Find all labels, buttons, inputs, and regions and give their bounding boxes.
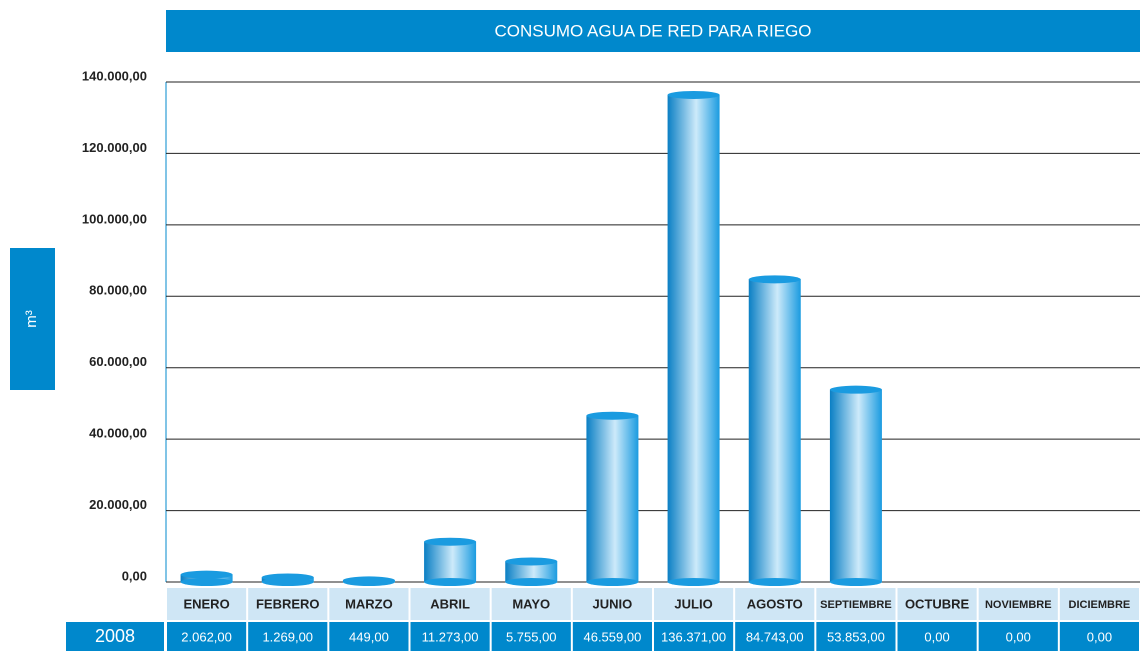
x-tick-label: ABRIL <box>430 596 470 611</box>
value-label: 136.371,00 <box>661 629 726 644</box>
y-tick-label: 0,00 <box>122 568 147 583</box>
value-cell <box>248 622 328 651</box>
bar-top <box>342 576 395 585</box>
value-label: 11.273,00 <box>422 629 479 644</box>
bar-body <box>667 94 720 582</box>
y-tick-label: 120.000,00 <box>82 140 147 155</box>
bar-top <box>748 275 801 284</box>
x-tick-label: FEBRERO <box>256 596 320 611</box>
value-label: 53.853,00 <box>827 629 885 644</box>
bar-top <box>424 537 477 546</box>
bar-body <box>586 415 639 582</box>
bar <box>829 385 882 586</box>
x-tick-label: JULIO <box>674 596 712 611</box>
value-label: 1.269,00 <box>262 629 313 644</box>
x-tick-label: MAYO <box>512 596 550 611</box>
category-cell <box>735 588 815 620</box>
y-label-box <box>10 248 55 390</box>
x-tick-label: AGOSTO <box>747 596 803 611</box>
x-tick-label: ENERO <box>183 596 229 611</box>
value-cell <box>1059 622 1139 651</box>
value-label: 449,00 <box>349 629 389 644</box>
category-cell <box>491 588 571 620</box>
category-cell <box>1059 588 1139 620</box>
category-cell <box>572 588 652 620</box>
x-tick-label: JUNIO <box>593 596 633 611</box>
bar-top <box>586 411 639 420</box>
bar <box>748 275 801 586</box>
bar-bottom <box>424 578 477 586</box>
category-cell <box>167 588 247 620</box>
value-label: 5.755,00 <box>506 629 557 644</box>
bar <box>180 570 233 586</box>
value-label: 2.062,00 <box>181 629 232 644</box>
x-tick-label: NOVIEMBRE <box>985 599 1052 611</box>
x-tick-label: SEPTIEMBRE <box>820 599 892 611</box>
y-tick-label: 140.000,00 <box>82 68 147 83</box>
x-tick-label: OCTUBRE <box>905 596 970 611</box>
value-cell <box>329 622 409 651</box>
bar-top <box>667 90 720 99</box>
series-name: 2008 <box>95 626 135 646</box>
bar <box>424 537 477 586</box>
bar-body <box>424 541 477 582</box>
bar-bottom <box>586 578 639 586</box>
value-label: 46.559,00 <box>583 629 641 644</box>
category-cell <box>654 588 734 620</box>
bar-body <box>748 279 801 582</box>
bar-bottom <box>667 578 720 586</box>
value-cell <box>654 622 734 651</box>
bar-body <box>505 561 558 582</box>
value-cell <box>410 622 490 651</box>
bar-bottom <box>180 578 233 586</box>
year-cell <box>66 622 164 651</box>
category-cell <box>410 588 490 620</box>
bar <box>505 557 558 586</box>
bar <box>586 411 639 586</box>
bar-body <box>829 389 882 582</box>
bar-bottom <box>829 578 882 586</box>
bar-top <box>505 557 558 566</box>
chart-title: CONSUMO AGUA DE RED PARA RIEGO <box>494 21 811 40</box>
bar-bottom <box>505 578 558 586</box>
value-label: 0,00 <box>1087 629 1112 644</box>
y-tick-label: 40.000,00 <box>89 426 147 441</box>
value-cell <box>897 622 977 651</box>
value-cell <box>978 622 1058 651</box>
bar-bottom <box>748 578 801 586</box>
value-cell <box>572 622 652 651</box>
value-cell <box>735 622 815 651</box>
value-cell <box>167 622 247 651</box>
value-cell <box>816 622 896 651</box>
title-bar <box>166 10 1140 52</box>
category-cell <box>816 588 896 620</box>
value-label: 84.743,00 <box>746 629 804 644</box>
y-axis-label: m³ <box>23 310 40 328</box>
category-cell <box>978 588 1058 620</box>
bar <box>261 573 314 586</box>
y-tick-label: 100.000,00 <box>82 211 147 226</box>
bar-top <box>180 570 233 579</box>
bar <box>667 90 720 586</box>
category-cell <box>329 588 409 620</box>
bar-top <box>261 573 314 582</box>
bar-top <box>829 385 882 394</box>
value-label: 0,00 <box>924 629 949 644</box>
category-cell <box>248 588 328 620</box>
value-cell <box>491 622 571 651</box>
value-label: 0,00 <box>1006 629 1031 644</box>
x-tick-label: DICIEMBRE <box>1069 599 1131 611</box>
y-tick-label: 80.000,00 <box>89 283 147 298</box>
x-tick-label: MARZO <box>345 596 393 611</box>
bar <box>342 576 395 586</box>
category-cell <box>897 588 977 620</box>
y-tick-label: 20.000,00 <box>89 497 147 512</box>
y-tick-label: 60.000,00 <box>89 354 147 369</box>
